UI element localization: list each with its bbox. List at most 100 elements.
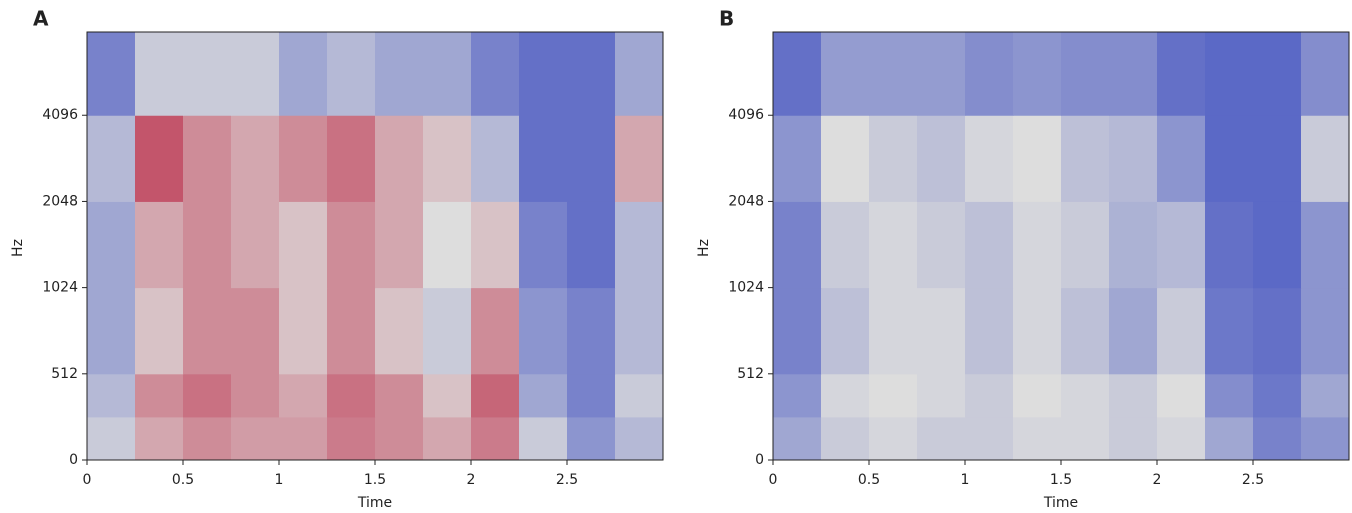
- heat-cell: [1301, 416, 1350, 461]
- heat-cell: [183, 373, 232, 418]
- x-tick-label: 0.5: [858, 472, 880, 488]
- heat-cell: [615, 416, 664, 461]
- x-tick-label: 2.5: [1242, 472, 1264, 488]
- heat-cell: [423, 373, 472, 418]
- heat-cell: [423, 416, 472, 461]
- heat-cell: [183, 201, 232, 289]
- heat-cell: [1205, 201, 1254, 289]
- heat-cell: [615, 32, 664, 116]
- heat-cell: [327, 201, 376, 289]
- heat-cell: [1253, 416, 1302, 461]
- heat-cell: [1253, 287, 1302, 375]
- heat-cell: [1157, 373, 1206, 418]
- heat-cell: [821, 416, 870, 461]
- heat-cell: [87, 416, 136, 461]
- heat-cell: [1157, 416, 1206, 461]
- heat-cell: [135, 115, 184, 202]
- heat-cell: [375, 287, 424, 375]
- heat-cell: [773, 201, 822, 289]
- heat-cell: [773, 416, 822, 461]
- heat-cell: [869, 416, 918, 461]
- y-tick-label: 4096: [728, 107, 764, 123]
- heat-cell: [183, 287, 232, 375]
- heat-cell: [567, 32, 616, 116]
- heat-cell: [231, 32, 280, 116]
- y-tick-label: 1024: [728, 280, 764, 296]
- heat-cell: [471, 373, 520, 418]
- heat-cell: [231, 201, 280, 289]
- heat-cell: [375, 201, 424, 289]
- heat-cell: [423, 287, 472, 375]
- heat-cell: [615, 287, 664, 375]
- y-axis-label: Hz: [696, 239, 712, 257]
- x-tick-label: 0: [83, 472, 92, 488]
- heat-cell: [279, 115, 328, 202]
- heat-cell: [1301, 115, 1350, 202]
- heat-cell: [327, 416, 376, 461]
- heat-cell: [567, 115, 616, 202]
- heat-cell: [821, 201, 870, 289]
- heat-cell: [375, 115, 424, 202]
- heat-cell: [231, 115, 280, 202]
- x-tick-label: 0.5: [172, 472, 194, 488]
- heat-cell: [87, 287, 136, 375]
- heat-cell: [1253, 201, 1302, 289]
- heat-cell: [615, 201, 664, 289]
- heat-cell: [1061, 287, 1110, 375]
- y-tick-label: 2048: [42, 193, 78, 209]
- heat-cell: [519, 287, 568, 375]
- heat-cell: [1013, 416, 1062, 461]
- heat-cell: [869, 32, 918, 116]
- heat-cell: [1253, 32, 1302, 116]
- heat-cell: [135, 287, 184, 375]
- heat-cell: [1301, 201, 1350, 289]
- heat-cell: [327, 373, 376, 418]
- heat-cell: [1013, 32, 1062, 116]
- heat-cell: [231, 416, 280, 461]
- heat-cell: [869, 201, 918, 289]
- heat-cell: [1301, 373, 1350, 418]
- y-tick-label: 2048: [728, 193, 764, 209]
- heat-cell: [821, 373, 870, 418]
- heat-cell: [917, 416, 966, 461]
- heat-cell: [1157, 32, 1206, 116]
- heat-cell: [87, 201, 136, 289]
- heat-cell: [821, 287, 870, 375]
- heat-cell: [917, 32, 966, 116]
- heat-cell: [375, 32, 424, 116]
- heat-cell: [773, 115, 822, 202]
- heat-cell: [279, 32, 328, 116]
- heat-cell: [423, 115, 472, 202]
- heat-cell: [471, 115, 520, 202]
- heat-cell: [965, 287, 1014, 375]
- heat-cell: [965, 373, 1014, 418]
- heat-cell: [917, 201, 966, 289]
- heat-cell: [183, 115, 232, 202]
- heat-cell: [87, 115, 136, 202]
- heat-cell: [1157, 201, 1206, 289]
- heat-cell: [1109, 416, 1158, 461]
- heat-cell: [615, 115, 664, 202]
- heat-cell: [1109, 287, 1158, 375]
- heat-cell: [917, 287, 966, 375]
- heat-cell: [773, 287, 822, 375]
- heat-cell: [471, 287, 520, 375]
- heat-cell: [135, 32, 184, 116]
- heat-cell: [1061, 32, 1110, 116]
- heat-cell: [1061, 416, 1110, 461]
- heat-cell: [471, 201, 520, 289]
- heat-cell: [1061, 201, 1110, 289]
- y-axis-label: Hz: [10, 239, 26, 257]
- heat-cell: [327, 32, 376, 116]
- heat-cell: [821, 115, 870, 202]
- y-tick-label: 0: [69, 452, 78, 468]
- heat-cell: [183, 416, 232, 461]
- heat-cell: [1061, 115, 1110, 202]
- heat-cell: [1109, 201, 1158, 289]
- heat-cell: [1109, 373, 1158, 418]
- heat-cell: [519, 115, 568, 202]
- heat-cell: [279, 416, 328, 461]
- heat-cell: [1013, 287, 1062, 375]
- heat-cell: [1109, 32, 1158, 116]
